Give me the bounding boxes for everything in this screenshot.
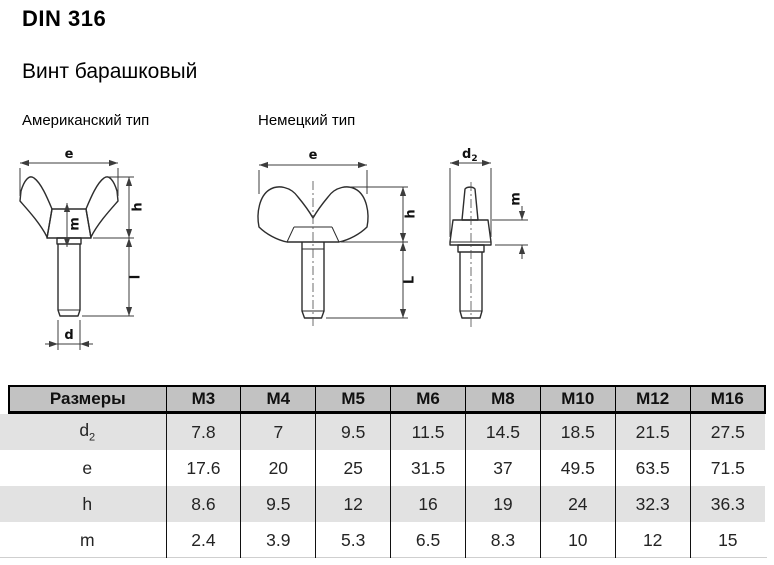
col-header-M10: M10 [539,385,616,414]
table-header-row: Размеры M3 M4 M5 M6 M8 M10 M12 M16 [8,385,766,414]
value-cell: 63.5 [614,450,691,486]
col-header-M12: M12 [614,385,691,414]
german-side-boss [449,219,492,246]
stripe-edge [0,414,9,450]
german-side-fin [461,186,479,221]
dim-label-m-side: m [509,192,524,206]
value-cell: 7.8 [165,412,241,450]
value-cell: 31.5 [390,450,466,486]
dim-label-l-american: l [129,275,144,279]
value-cell: 24 [539,486,616,522]
page-title: DIN 316 [22,6,107,31]
dim-label-d-american: d [64,328,73,343]
american-left-wing [19,176,53,239]
dim-label-h-american: h [131,202,146,211]
value-cell: 10 [539,522,616,558]
value-cell: 3.9 [240,522,316,558]
row-label-text: m [79,529,95,550]
col-header-sizes: Размеры [8,385,166,414]
row-label-subscript: 2 [89,431,96,444]
col-header-M8: M8 [465,385,541,414]
page-subtitle: Винт барашковый [22,60,198,83]
value-cell: 20 [240,450,316,486]
technical-drawing: e m h l d [19,147,528,350]
dim-label-h-german: h [404,209,419,218]
value-cell: 2.4 [165,522,241,558]
value-cell: 8.3 [465,522,541,558]
value-cell: 27.5 [689,412,765,450]
col-header-M4: M4 [240,385,316,414]
col-header-M16: M16 [689,385,766,414]
value-cell: 37 [465,450,541,486]
value-cell: 32.3 [614,486,691,522]
drawing-american-front: e m h l d [19,147,146,350]
value-cell: 36.3 [689,486,765,522]
col-header-M6: M6 [390,385,466,414]
value-cell: 12 [614,522,691,558]
table-row: e 17.6 20 25 31.5 37 49.5 63.5 71.5 [9,450,765,486]
value-cell: 49.5 [539,450,616,486]
dim-label-e-german: e [309,148,318,163]
value-cell: 6.5 [390,522,466,558]
german-wings [257,186,369,243]
table-row: h 8.6 9.5 12 16 19 24 32.3 36.3 [9,486,765,522]
drawing-german-side: d2 m [449,147,528,330]
value-cell: 25 [315,450,391,486]
dim-label-d2: d2 [462,147,478,164]
value-cell: 19 [465,486,541,522]
dimensions-table: Размеры M3 M4 M5 M6 M8 M10 M12 M16 d2 7.8 7 9.5 11.5… [8,385,766,558]
value-cell: 7 [240,412,316,450]
label-german-type: Немецкий тип [258,112,356,129]
value-cell: 21.5 [614,412,691,450]
row-label: m [9,522,166,558]
german-side-collar [457,244,485,253]
dim-label-L-german: L [403,276,418,284]
row-label-text: e [82,457,93,478]
row-label-text: d [79,420,90,441]
value-cell: 14.5 [465,412,541,450]
value-cell: 11.5 [390,412,466,450]
dim-label-m-american: m [68,217,83,231]
row-label: h [9,486,166,522]
american-collar [56,237,82,245]
value-cell: 5.3 [315,522,391,558]
table-row: m 2.4 3.9 5.3 6.5 8.3 10 12 15 [9,522,765,558]
value-cell: 16 [390,486,466,522]
value-cell: 12 [315,486,391,522]
dim-label-e-american: e [65,147,74,162]
value-cell: 9.5 [315,412,391,450]
value-cell: 15 [689,522,765,558]
value-cell: 9.5 [240,486,316,522]
label-american-type: Американский тип [22,112,150,129]
col-header-M3: M3 [165,385,241,414]
value-cell: 17.6 [165,450,241,486]
row-label-text: h [82,493,93,514]
col-header-M5: M5 [315,385,391,414]
value-cell: 71.5 [689,450,765,486]
american-right-wing [85,176,119,239]
american-boss [46,208,92,239]
value-cell: 18.5 [539,412,616,450]
row-label: d2 [9,413,166,451]
drawing-german-front: e h L [257,148,419,329]
table-row: d2 7.8 7 9.5 11.5 14.5 18.5 21.5 27.5 [9,412,765,451]
value-cell: 8.6 [165,486,241,522]
american-shaft [57,244,81,317]
stripe-edge [0,486,9,522]
row-label: e [9,450,166,486]
